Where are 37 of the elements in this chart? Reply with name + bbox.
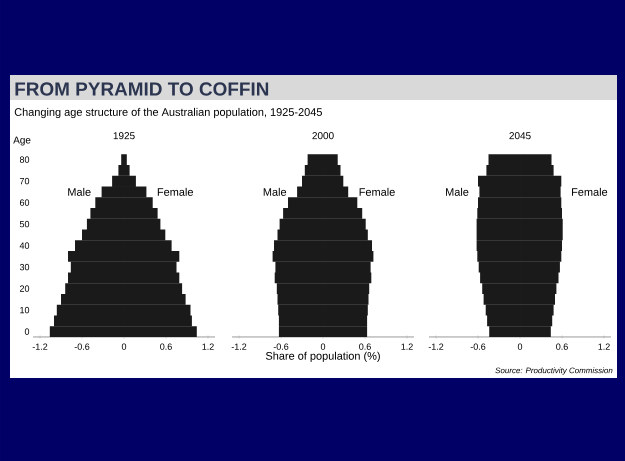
series-label: Female [158,188,193,196]
x-tick-label: 0 [122,343,126,350]
text: FROM PYRAMID TO COFFIN [15,82,268,96]
x-tick-label: 1.2 [202,343,214,350]
y-tick-label: 30 [20,264,30,270]
y-tick-label: 10 [20,306,30,314]
x-tick-label: 0 [518,343,522,350]
series-label: Female [360,188,395,196]
x-tick-label: -0.6 [74,343,90,350]
x-tick-label: 0.6 [556,343,568,350]
y-tick-label: 50 [20,220,30,228]
x-tick-label: 1.2 [598,343,610,350]
y-tick-label: 80 [20,156,30,163]
x-tick-label: 1.2 [401,343,413,350]
y-axis-title: Age [13,136,30,146]
y-tick-label: 60 [20,199,30,206]
series-label: Female [572,188,608,196]
x-tick-label: 0 [320,343,326,350]
chart-title: 1925 [114,132,135,140]
x-tick-label: -1.2 [428,343,444,350]
y-tick-label: 70 [20,178,30,184]
x-tick-label: -1.2 [32,343,48,350]
x-tick-label: -1.2 [232,343,246,350]
x-tick-label: 0.6 [359,343,371,350]
y-tick-label: 20 [20,285,30,292]
series-label: Male [68,188,91,196]
chart-title: 2045 [509,132,531,140]
text: Changing age structure of the Australian population, 1925-2045 [14,108,322,118]
x-tick-label: -0.6 [470,343,486,350]
y-tick-label: 40 [20,242,30,249]
x-axis-title: Share of population (%) [266,352,380,362]
chart-title: 2000 [312,132,334,140]
series-label: Male [446,188,468,196]
series-label: Male [264,188,286,196]
x-tick-label: -0.6 [274,343,288,350]
y-tick-label: 0 [24,328,30,335]
x-tick-label: 0.6 [160,343,172,350]
